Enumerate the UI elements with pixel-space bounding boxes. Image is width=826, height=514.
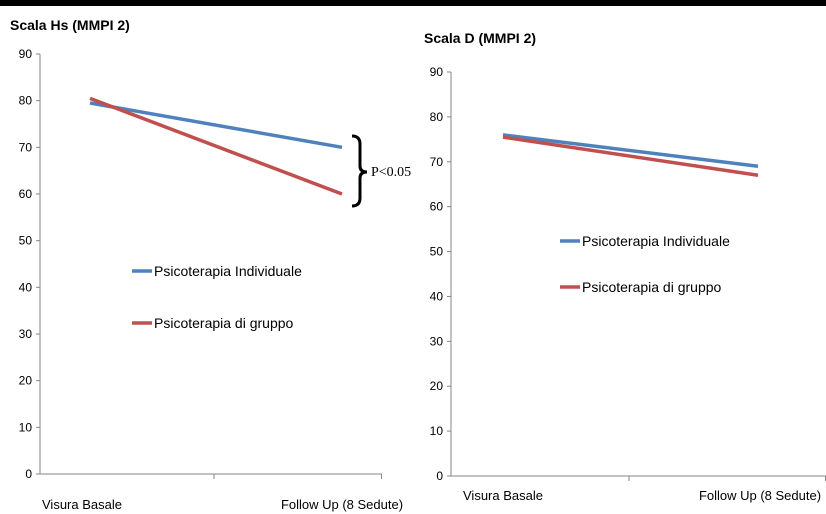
series-lines: [502, 133, 759, 177]
chart-title: Scala D (MMPI 2): [424, 30, 536, 46]
y-tick-label: 10: [19, 420, 33, 434]
y-tick-label: 50: [19, 234, 33, 248]
y-tick-label: 70: [430, 155, 444, 169]
y-tick-label: 0: [436, 469, 443, 483]
x-tick-label: Visura Basale: [463, 488, 543, 503]
y-tick-label: 30: [430, 334, 444, 348]
chart-hs: Scala Hs (MMPI 2) 0 10 20 30 40 50 60 70 80 90 Vi…: [10, 17, 411, 512]
y-tick-label: 90: [430, 65, 444, 79]
series-line: [89, 96, 343, 196]
y-tick-label: 50: [430, 245, 444, 259]
y-tick-label: 10: [430, 424, 444, 438]
series-lines: [89, 96, 343, 196]
y-tick-label: 60: [19, 187, 33, 201]
y-tick-label: 40: [430, 289, 444, 303]
y-tick-label: 80: [430, 110, 444, 124]
y-tick-label: 20: [19, 374, 33, 388]
series-line: [502, 133, 759, 169]
series-line: [502, 135, 759, 177]
top-border: [0, 0, 826, 6]
chart-d: Scala D (MMPI 2) 0 10 20 30 40 50 60 70 80 90 Vis…: [424, 30, 826, 503]
y-ticks: 0 10 20 30 40 50 60 70 80 90: [430, 65, 451, 483]
legend-label: Psicoterapia di gruppo: [154, 315, 294, 331]
legend: Psicoterapia Individuale Psicoterapia di …: [132, 263, 302, 331]
y-tick-label: 80: [19, 94, 33, 108]
brace-icon: [351, 134, 368, 208]
legend-label: Psicoterapia di gruppo: [582, 279, 722, 295]
legend: Psicoterapia Individuale Psicoterapia di …: [560, 233, 730, 295]
x-tick-label: Visura Basale: [42, 497, 122, 512]
legend-label: Psicoterapia Individuale: [154, 263, 302, 279]
x-tick-label: Follow Up (8 Sedute): [281, 497, 403, 512]
significance-annotation: P<0.05: [371, 165, 411, 180]
y-tick-label: 90: [19, 47, 33, 61]
y-tick-label: 60: [430, 200, 444, 214]
x-ticks: Visura Basale Follow Up (8 Sedute): [463, 476, 826, 503]
x-ticks: Visura Basale Follow Up (8 Sedute): [42, 474, 403, 512]
y-tick-label: 70: [19, 140, 33, 154]
series-line: [89, 101, 343, 150]
x-tick-label: Follow Up (8 Sedute): [699, 488, 821, 503]
legend-label: Psicoterapia Individuale: [582, 233, 730, 249]
y-tick-label: 30: [19, 327, 33, 341]
y-tick-label: 0: [25, 467, 32, 481]
y-tick-label: 40: [19, 280, 33, 294]
y-tick-label: 20: [430, 379, 444, 393]
y-ticks: 0 10 20 30 40 50 60 70 80 90: [19, 47, 40, 481]
chart-title: Scala Hs (MMPI 2): [10, 17, 130, 33]
